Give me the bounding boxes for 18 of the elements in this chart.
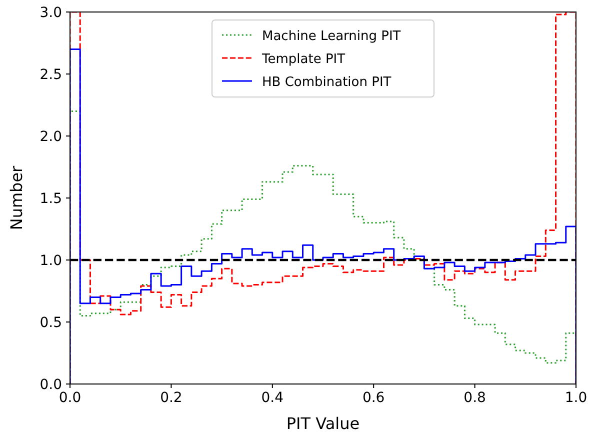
x-tick-label: 0.8 xyxy=(464,390,486,406)
x-axis-title: PIT Value xyxy=(286,414,360,433)
legend-label: HB Combination PIT xyxy=(262,75,392,90)
x-tick-label: 1.0 xyxy=(564,390,588,406)
y-tick-label: 0.5 xyxy=(40,315,62,331)
x-tick-label: 0.2 xyxy=(160,390,182,406)
x-tick-label: 0.4 xyxy=(261,390,284,406)
legend-label: Machine Learning PIT xyxy=(262,29,401,44)
x-tick-label: 0.0 xyxy=(58,390,82,406)
y-tick-label: 2.0 xyxy=(40,129,62,145)
y-tick-label: 2.5 xyxy=(40,67,62,83)
y-tick-label: 3.0 xyxy=(40,5,62,21)
y-tick-label: 1.5 xyxy=(40,191,62,207)
x-tick-label: 0.6 xyxy=(362,390,385,406)
y-axis-title: Number xyxy=(7,165,26,230)
y-tick-label: 1.0 xyxy=(40,253,62,269)
y-tick-label: 0.0 xyxy=(40,377,62,393)
legend-label: Template PIT xyxy=(261,52,346,67)
